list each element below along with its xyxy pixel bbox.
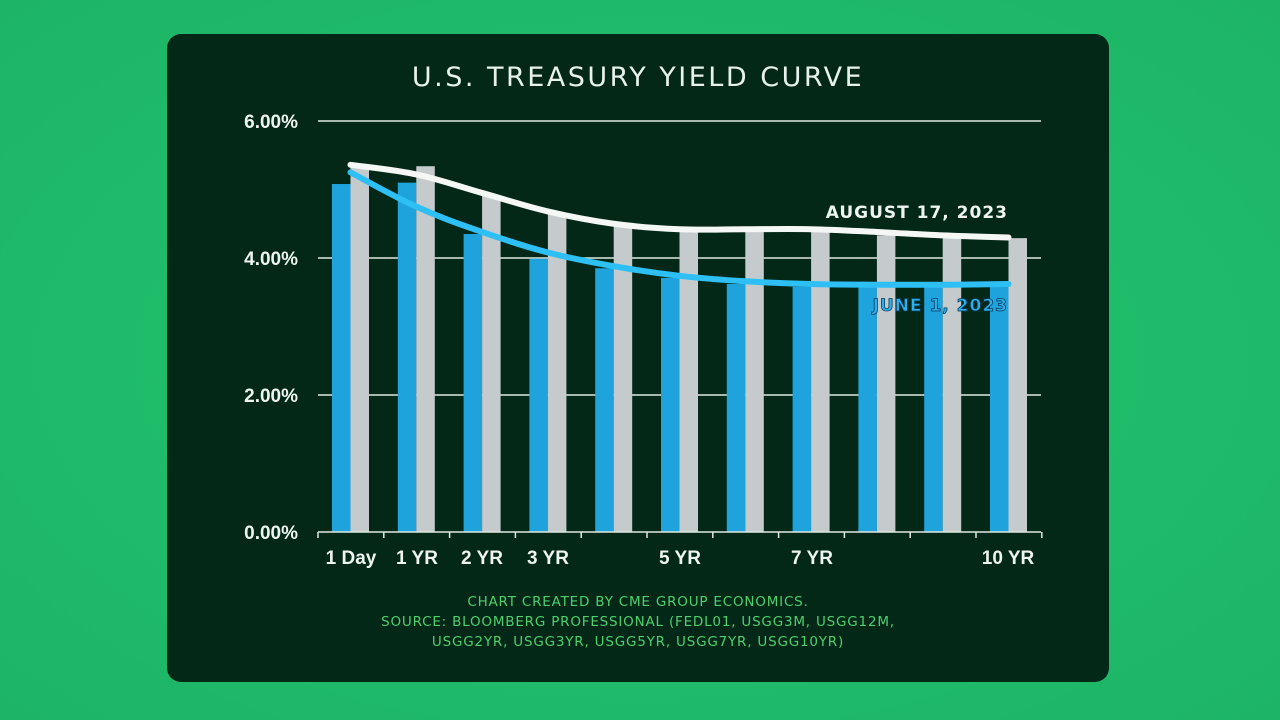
bar-june	[990, 285, 1009, 532]
bar-august	[679, 231, 698, 532]
x-axis-label: 1 Day	[326, 548, 377, 569]
x-axis-label: 3 YR	[527, 548, 569, 569]
chart-footer: CHART CREATED BY CME GROUP ECONOMICS. SO…	[167, 592, 1109, 652]
footer-source-cont: USGG2YR, USGG3YR, USGG5YR, USGG7YR, USGG…	[431, 634, 845, 650]
bar-june	[661, 277, 680, 532]
june-series-label: JUNE 1, 2023	[872, 296, 1008, 316]
y-axis-label: 6.00%	[244, 112, 298, 133]
bar-august	[942, 238, 962, 532]
y-axis-label: 0.00%	[244, 523, 298, 544]
bar-june	[463, 234, 483, 532]
bar-august	[1008, 238, 1027, 532]
bar-june	[792, 286, 812, 532]
bar-june	[726, 284, 746, 532]
bar-august	[547, 214, 567, 532]
bar-august	[745, 231, 764, 532]
chart-title: U.S. TREASURY YIELD CURVE	[411, 62, 865, 93]
bar-chart: 0.00% 2.00% 4.00% 6.00% 1 Day 1 YR 2 YR 3 YR 5 Y…	[244, 112, 1043, 569]
bar-august	[416, 166, 435, 532]
chart-panel: U.S. TREASURY YIELD CURVE 0.00% 2.00% 4.00…	[167, 34, 1109, 682]
bar-august	[811, 231, 830, 532]
bar-june	[332, 184, 351, 532]
footer-source: SOURCE: BLOOMBERG PROFESSIONAL (FEDL01, …	[381, 614, 895, 630]
x-axis-label: 1 YR	[396, 548, 438, 569]
bar-august	[350, 164, 369, 532]
june-curve	[347, 169, 1012, 288]
y-axis-label: 2.00%	[244, 386, 298, 407]
x-axis-label: 5 YR	[659, 548, 701, 569]
bar-august	[876, 235, 896, 532]
footer-credit: CHART CREATED BY CME GROUP ECONOMICS.	[467, 594, 809, 610]
bar-june	[858, 286, 877, 532]
x-axis-label: 7 YR	[791, 548, 833, 569]
bar-june	[529, 258, 548, 532]
x-axis-label: 2 YR	[461, 548, 503, 569]
bar-june	[924, 286, 943, 532]
august-series-label: AUGUST 17, 2023	[826, 203, 1008, 223]
august-curve	[347, 161, 1012, 241]
bar-august	[482, 194, 501, 533]
bar-june	[595, 268, 614, 532]
bar-august	[613, 223, 633, 532]
x-axis-label: 10 YR	[982, 548, 1035, 569]
y-axis-label: 4.00%	[244, 249, 298, 270]
bar-june	[397, 182, 417, 532]
